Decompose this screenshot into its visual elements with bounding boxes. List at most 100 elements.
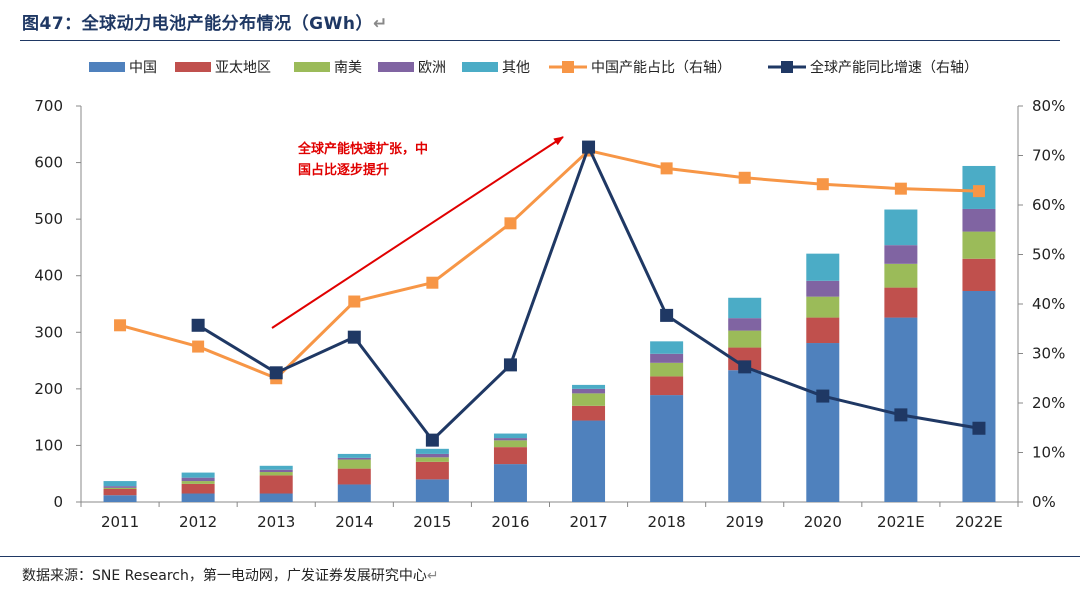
bar-segment-asia-pacific <box>806 317 840 344</box>
legend-marker <box>562 61 574 73</box>
y-tick-label-right: 50% <box>1032 246 1065 264</box>
bar-segment-asia-pacific <box>259 475 293 494</box>
x-tick-label: 2013 <box>257 513 295 531</box>
y-tick-label-right: 10% <box>1032 444 1065 462</box>
bar-segment-china <box>181 493 215 502</box>
bar-segment-south-america <box>493 440 527 448</box>
annotation-arrow <box>271 136 564 329</box>
bar-segment-others <box>806 253 840 281</box>
y-tick-label-left: 700 <box>34 97 63 115</box>
y-tick-label-right: 40% <box>1032 295 1065 313</box>
bar-segment-others <box>181 472 215 478</box>
x-tick-label: 2019 <box>726 513 764 531</box>
x-tick-label: 2020 <box>804 513 842 531</box>
bar-segment-china <box>103 495 137 502</box>
legend-label: 欧洲 <box>418 60 446 76</box>
china-share-point <box>504 217 517 230</box>
china-share-point <box>426 276 439 289</box>
bar-segment-others <box>493 433 527 439</box>
bar-segment-south-america <box>415 457 449 462</box>
lines <box>114 140 986 447</box>
bar-segment-china <box>493 464 527 502</box>
bar-segment-asia-pacific <box>103 488 137 496</box>
bar-segment-europe <box>103 486 137 488</box>
china-share-point <box>192 340 205 353</box>
chart: 中国 亚太地区 南美 欧洲 其他 中国产能占比（右轴） 全球产能同比增速（右轴） 0 100 2… <box>34 59 1065 531</box>
bar-segment-asia-pacific <box>884 287 918 318</box>
x-tick-label: 2011 <box>101 513 139 531</box>
global-growth-point <box>894 408 908 422</box>
global-growth-point <box>191 318 205 332</box>
bar-segment-europe <box>259 469 293 473</box>
bar-segment-south-america <box>884 263 918 288</box>
china-share-line <box>119 149 980 380</box>
annotation-line-1: 全球产能快速扩张，中 <box>297 141 428 157</box>
global-growth-point <box>347 330 361 344</box>
legend-swatch <box>378 62 414 72</box>
y-tick-label-right: 30% <box>1032 345 1065 363</box>
china-share-point <box>660 162 673 175</box>
bar-segment-others <box>572 384 606 389</box>
china-share-point <box>816 178 829 191</box>
bar-segment-china <box>650 395 684 502</box>
annotation: 全球产能快速扩张，中 国占比逐步提升 <box>271 136 564 329</box>
legend-marker <box>781 61 793 73</box>
y-tick-label-left: 0 <box>53 493 63 511</box>
bar-segment-asia-pacific <box>728 347 762 371</box>
y-tick-label-left: 500 <box>34 210 63 228</box>
global-growth-point <box>269 366 283 380</box>
y-tick-label-left: 300 <box>34 323 63 341</box>
y-tick-label-right: 60% <box>1032 196 1065 214</box>
global-growth-point <box>972 421 986 435</box>
bar-segment-south-america <box>103 487 137 489</box>
y-tick-label-left: 200 <box>34 380 63 398</box>
bar-segment-china <box>415 479 449 502</box>
legend-swatch <box>294 62 330 72</box>
bar-segment-south-america <box>806 296 840 318</box>
bar-segment-south-america <box>650 362 684 377</box>
bar-segment-south-america <box>572 393 606 406</box>
bar-segment-europe <box>493 438 527 441</box>
source-note: 数据来源：SNE Research，第一电动网，广发证券发展研究中心↵ <box>22 565 439 585</box>
figure-title: 图47：全球动力电池产能分布情况（GWh）↵ <box>22 9 388 34</box>
bar-segment-europe <box>728 318 762 331</box>
figure-title-text: 图47：全球动力电池产能分布情况（GWh） <box>22 14 373 34</box>
bar-segment-china <box>572 420 606 502</box>
bar-segment-south-america <box>962 231 996 259</box>
x-tick-label: 2021E <box>877 513 925 531</box>
x-tick-label: 2017 <box>569 513 607 531</box>
x-tick-label: 2022E <box>955 513 1003 531</box>
global-growth-point <box>660 308 674 322</box>
bar-segment-asia-pacific <box>181 483 215 494</box>
legend-label: 南美 <box>334 60 362 76</box>
axes: 0 100 200 300 400 500 600 700 0% 10% 20% 30% 40% 50% 6… <box>34 97 1065 531</box>
bar-segment-europe <box>337 457 371 460</box>
china-share-point <box>972 185 985 198</box>
global-growth-point <box>816 389 830 403</box>
return-mark: ↵ <box>372 14 388 34</box>
bar-segment-asia-pacific <box>415 461 449 480</box>
bar-segment-china <box>962 290 996 502</box>
bar-segment-asia-pacific <box>650 376 684 396</box>
bar-segment-china <box>337 484 371 502</box>
bar-segment-others <box>415 448 449 454</box>
y-tick-label-right: 20% <box>1032 394 1065 412</box>
legend: 中国 亚太地区 南美 欧洲 其他 中国产能占比（右轴） 全球产能同比增速（右轴） <box>89 59 978 76</box>
bar-segment-china <box>259 493 293 502</box>
legend-swatch <box>175 62 211 72</box>
bar-segment-europe <box>806 280 840 297</box>
y-tick-label-left: 400 <box>34 267 63 285</box>
bar-segment-others <box>728 297 762 319</box>
title-rule <box>20 40 1060 41</box>
y-tick-label-right: 80% <box>1032 97 1065 115</box>
legend-label: 亚太地区 <box>215 60 271 76</box>
y-tick-label-right: 0% <box>1032 493 1056 511</box>
bar-segment-europe <box>650 353 684 363</box>
legend-label: 中国 <box>129 60 157 76</box>
bar-segment-others <box>103 481 137 487</box>
bar-segment-south-america <box>259 472 293 476</box>
y-tick-label-left: 100 <box>34 436 63 454</box>
china-share-point <box>738 171 751 184</box>
x-tick-label: 2015 <box>413 513 451 531</box>
legend-swatch <box>89 62 125 72</box>
